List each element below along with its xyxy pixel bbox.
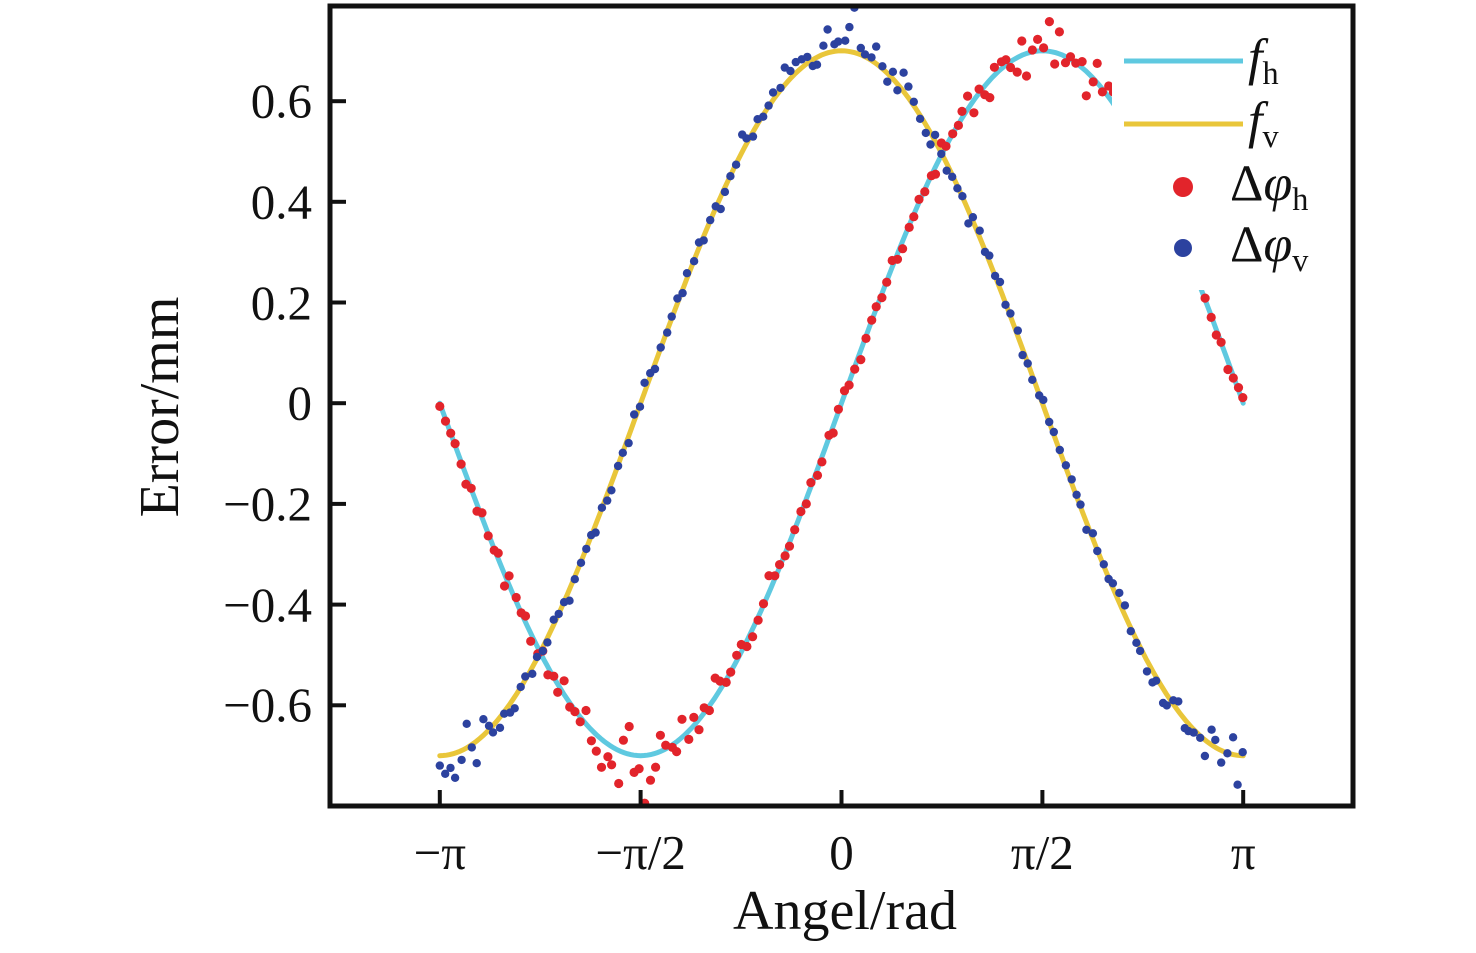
y-tick-label-neg0p2: −0.2 [223, 476, 312, 532]
y-tick-label-0p2: 0.2 [250, 275, 312, 331]
y-axis-title: Error/mm [129, 296, 191, 518]
y-tick-label-0p4: 0.4 [250, 174, 312, 230]
legend-dpv-subscript: v [1292, 242, 1309, 279]
y-tick-label-0p6: 0.6 [250, 73, 312, 129]
legend-dph-symbol: φ [1263, 155, 1293, 213]
legend-dph-subscript: h [1292, 181, 1309, 218]
legend-fv-symbol: f [1248, 92, 1263, 150]
y-tick-label-neg0p6: −0.6 [223, 677, 312, 733]
legend-fh-symbol: f [1248, 29, 1263, 87]
legend-dpv-symbol: φ [1263, 216, 1293, 274]
x-axis-title: Angel/rad [733, 880, 957, 942]
y-tick-label-neg0p4: −0.4 [223, 577, 312, 633]
x-tick-label-half-pi: π/2 [1010, 825, 1074, 880]
legend-label-fh: fh [1248, 29, 1279, 89]
legend-label-fv: fv [1248, 92, 1279, 152]
x-tick-label-neg-half-pi: −π/2 [595, 825, 686, 880]
x-tick-label-neg-pi: −π [413, 825, 466, 880]
legend-fh-subscript: h [1262, 55, 1279, 92]
legend-dpv-prefix: Δ [1230, 216, 1264, 274]
y-tick-label-zero: 0 [287, 375, 313, 431]
legend-label-delta-phi-v: Δφv [1230, 216, 1308, 276]
legend-fv-subscript: v [1262, 118, 1279, 155]
x-tick-label-pi: π [1230, 825, 1256, 880]
x-tick-label-zero: 0 [829, 825, 854, 880]
legend-dph-prefix: Δ [1230, 155, 1264, 213]
legend-label-delta-phi-h: Δφh [1230, 155, 1308, 215]
